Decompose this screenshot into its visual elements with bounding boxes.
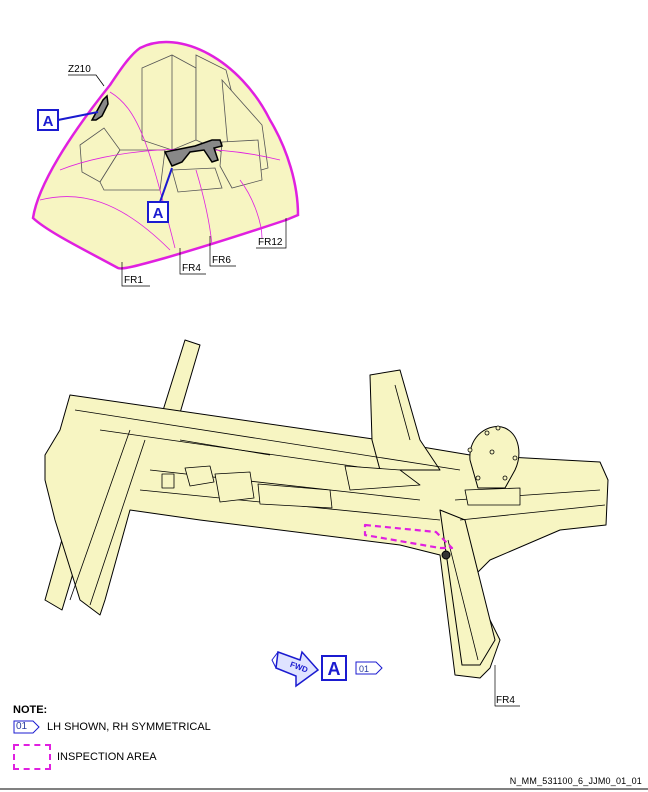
- note-line-1: 01 LH SHOWN, RH SYMMETRICAL: [13, 720, 211, 734]
- svg-text:FR6: FR6: [212, 255, 231, 266]
- callout-a-detail-label: A: [328, 659, 341, 679]
- frame-label-fr4: FR4: [179, 248, 206, 275]
- frame-part-upper: [90, 94, 109, 121]
- ref-tag-01-detail: 01: [355, 661, 383, 675]
- lower-leg: [439, 509, 496, 666]
- document-reference: N_MM_531100_6_JJM0_01_01: [509, 776, 642, 786]
- main-beam: [44, 394, 609, 679]
- fwd-arrow: FWD: [271, 650, 320, 688]
- vertical-frame-right: [369, 369, 441, 471]
- top-view: Z210 A A FR12 FR6 FR4 FR1: [31, 40, 300, 287]
- callout-a-upper-label: A: [43, 113, 54, 130]
- frame-part-center: [163, 139, 223, 167]
- frame-label-fr1: FR1: [121, 262, 150, 287]
- callout-a-detail: A: [321, 655, 347, 681]
- svg-text:FR12: FR12: [258, 237, 283, 248]
- note-line-2: INSPECTION AREA: [13, 744, 157, 770]
- frame-label-fr4-detail: FR4: [494, 665, 520, 707]
- note-title: NOTE:: [13, 704, 48, 716]
- inspection-area-highlight: [363, 523, 454, 550]
- callout-a-lower: A: [147, 167, 173, 223]
- note-text-1: LH SHOWN, RH SYMMETRICAL: [47, 721, 211, 733]
- svg-text:FR4: FR4: [496, 695, 515, 706]
- callout-a-upper: A: [37, 109, 99, 131]
- fastener-point: [441, 550, 451, 560]
- inspection-area-legend-box: [13, 744, 51, 770]
- callout-a-lower-label: A: [153, 205, 164, 222]
- detail-view: FR4: [44, 339, 609, 707]
- svg-text:FR4: FR4: [182, 263, 201, 274]
- round-fitting: [469, 426, 520, 489]
- svg-text:FR1: FR1: [124, 275, 143, 286]
- frame-label-fr6: FR6: [209, 236, 236, 267]
- svg-text:01: 01: [359, 664, 369, 674]
- ref-tag-01-note: 01: [13, 720, 41, 734]
- frame-label-fr12: FR12: [256, 218, 287, 249]
- note-text-2: INSPECTION AREA: [57, 751, 157, 763]
- zone-label: Z210: [68, 64, 91, 75]
